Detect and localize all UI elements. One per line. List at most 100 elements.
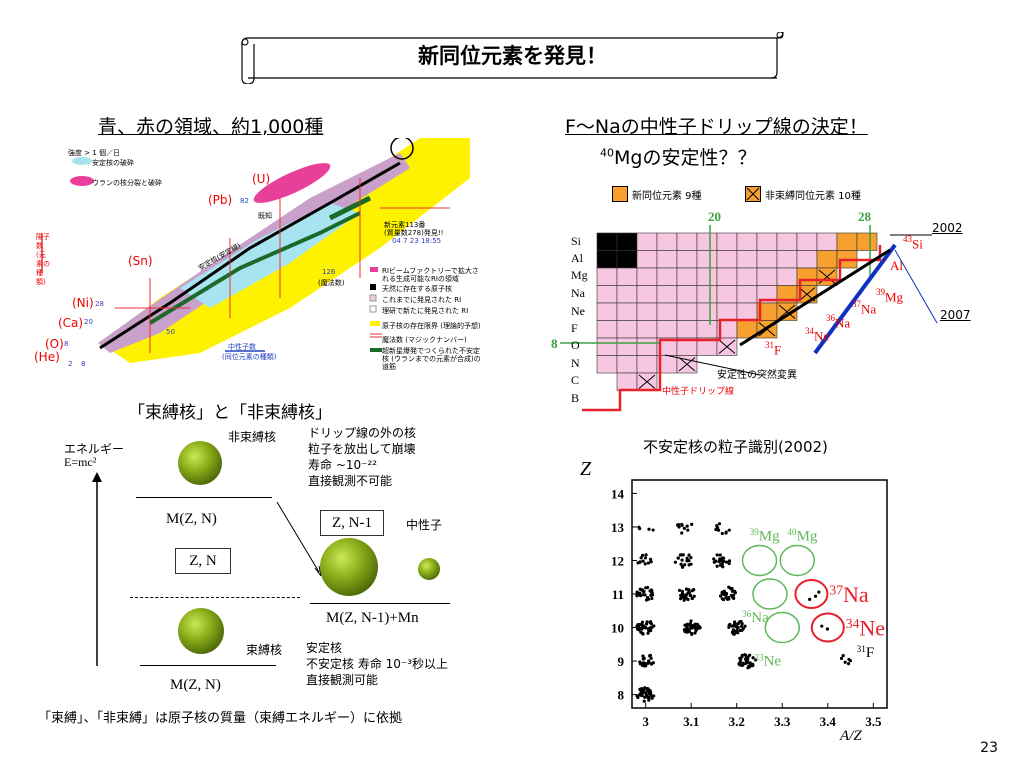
data-point <box>680 565 685 569</box>
bound-nucleus-ball <box>178 608 224 654</box>
data-point <box>649 593 653 597</box>
label-20: 20 <box>84 318 93 326</box>
data-point <box>649 560 653 564</box>
grid-cell <box>616 337 638 356</box>
data-point <box>635 624 639 628</box>
data-point <box>712 557 716 561</box>
footer-note: 「束縛」、「非束縛」は原子核の質量（束縛エネルギー）に依拠 <box>38 711 403 726</box>
data-point <box>739 624 744 628</box>
grid-cell <box>796 232 818 251</box>
data-point <box>650 696 654 700</box>
iso-na36: 36Na <box>826 313 851 331</box>
grid-cell <box>596 320 618 339</box>
data-point <box>745 655 749 659</box>
data-point <box>679 596 683 601</box>
grid-cell <box>816 232 838 251</box>
decay-arrow <box>276 501 322 577</box>
data-point <box>693 631 697 635</box>
label-126: 126 <box>322 268 336 276</box>
unbound-x-mark <box>778 304 796 319</box>
grid-cell <box>616 372 638 391</box>
data-point <box>649 588 653 592</box>
data-point <box>715 553 719 557</box>
data-point <box>635 590 639 594</box>
data-point <box>720 531 724 536</box>
data-point <box>639 622 643 627</box>
data-point <box>644 553 648 557</box>
energy-axis-arrow <box>92 472 102 666</box>
data-point <box>635 694 639 698</box>
threshold-dashed-line <box>130 597 300 598</box>
data-point <box>727 528 731 532</box>
title-banner <box>241 32 784 84</box>
grid-cell <box>596 250 618 269</box>
grid-cell <box>716 285 738 304</box>
unbound-x-mark <box>638 374 656 389</box>
el-n: N <box>571 356 580 370</box>
zn1-box: Z, N-1 <box>320 510 384 536</box>
grid-cell <box>636 232 658 251</box>
data-point <box>748 653 752 657</box>
drip-line-label: 中性子ドリップ線 <box>662 387 735 397</box>
isotope-circle-green <box>752 578 788 610</box>
data-point <box>690 522 694 526</box>
label-magic: (魔法数) <box>318 279 345 287</box>
el-ne: Ne <box>571 304 585 318</box>
level-unbound <box>136 497 272 498</box>
data-point <box>680 558 684 562</box>
grid-cell <box>636 250 658 269</box>
data-point <box>683 563 687 567</box>
grid-cell <box>636 285 658 304</box>
label-82: 82 <box>240 197 249 205</box>
grid-cell <box>676 250 698 269</box>
data-point <box>641 553 645 557</box>
grid-cell <box>656 285 678 304</box>
y-tick-label: 10 <box>611 621 624 636</box>
data-point <box>693 622 697 626</box>
data-point <box>646 660 651 664</box>
isotope-circle-green <box>764 611 801 644</box>
isotope-label: 40Mg <box>787 528 818 544</box>
x-tick-label: 3.4 <box>820 714 837 729</box>
grid-cell <box>736 232 758 251</box>
right-legend-3: 理研で新たに発見された RI <box>382 307 469 315</box>
data-point <box>690 596 694 601</box>
data-point <box>641 663 645 668</box>
isotope-label: 31F <box>857 645 875 661</box>
isotope-circle-red <box>810 612 845 643</box>
grid-cell <box>716 250 738 269</box>
data-point <box>743 624 747 628</box>
data-point <box>640 690 644 694</box>
data-point <box>715 564 719 568</box>
energy-label: エネルギー <box>64 442 125 456</box>
axis-x-sub: (同位元素の種類) <box>222 353 277 361</box>
data-point <box>677 588 682 592</box>
bound-description: 安定核 不安定核 寿命 10⁻³秒以上 直接観測可能 <box>306 640 448 688</box>
data-point <box>649 622 653 626</box>
grid-cell <box>696 320 718 339</box>
grid-cell <box>736 285 758 304</box>
data-point <box>689 619 693 623</box>
data-point <box>687 588 691 592</box>
isotope-label: 34Ne <box>846 616 885 641</box>
grid-cell <box>816 250 838 269</box>
grid-cell <box>656 232 678 251</box>
new113-line3: 04 7 23 18:55 <box>392 237 442 245</box>
data-point <box>644 586 648 590</box>
data-point <box>724 595 728 600</box>
right-legend-4: 原子核の存在限界 (理論的予想) <box>382 322 481 330</box>
data-point <box>685 622 690 626</box>
data-point <box>640 627 644 631</box>
grid-cell <box>736 302 758 321</box>
isotope-circle-red <box>794 579 829 609</box>
mzn-top: M(Z, N) <box>166 511 217 527</box>
grid-cell <box>776 267 798 286</box>
isotope-circle-green <box>779 544 816 577</box>
n8-label: 8 <box>551 336 558 351</box>
grid-cell <box>596 355 618 374</box>
label-50: 50 <box>166 328 175 336</box>
right-legend-1: 天然に存在する原子核 <box>382 285 452 293</box>
data-point <box>644 664 648 668</box>
iso-si43: 43Si <box>903 234 923 252</box>
el-f: F <box>571 321 578 335</box>
